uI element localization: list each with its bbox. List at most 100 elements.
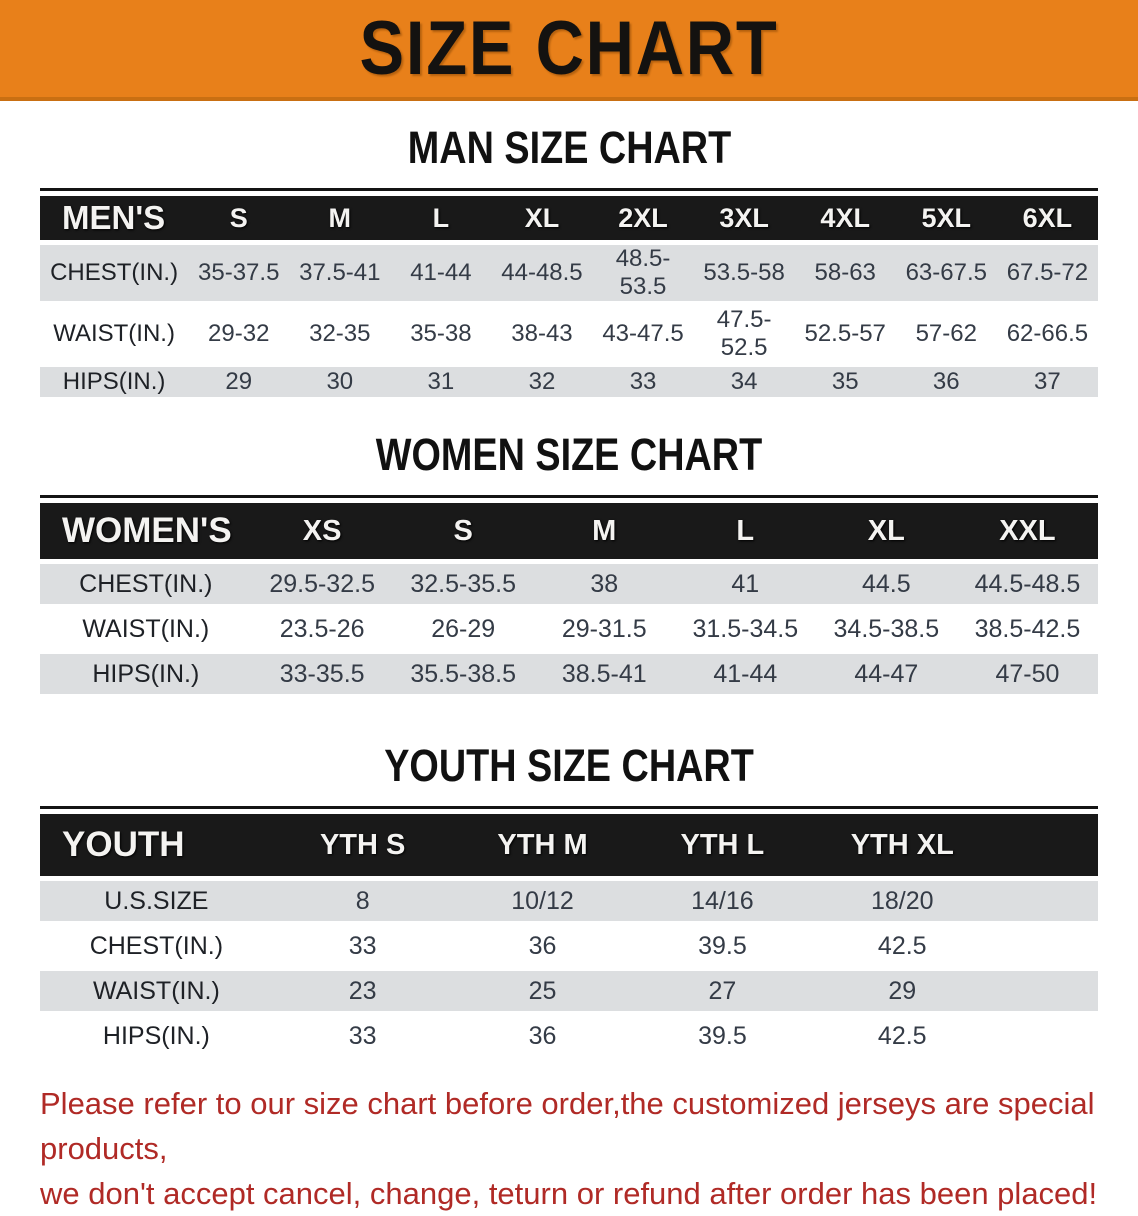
- size-value-cell: 10/12: [452, 881, 633, 921]
- size-value-cell: 41: [674, 564, 816, 604]
- row-label-cell: WAIST(IN.): [40, 609, 252, 649]
- size-column-header: 5XL: [895, 196, 997, 240]
- row-label-cell: U.S.SIZE: [40, 881, 273, 921]
- size-value-cell: 41-44: [674, 654, 816, 694]
- women-size-chart-heading: WOMEN SIZE CHART: [375, 429, 763, 480]
- disclaimer-line-1: Please refer to our size chart before or…: [40, 1086, 1095, 1166]
- size-value-cell: 23.5-26: [251, 609, 393, 649]
- man-size-chart-heading: MAN SIZE CHART: [407, 122, 731, 173]
- row-label-cell: CHEST(IN.): [40, 564, 252, 604]
- size-value-cell: 23: [272, 971, 453, 1011]
- size-column-header: 2XL: [592, 196, 694, 240]
- size-column-header: S: [392, 503, 534, 559]
- size-column-header: XS: [251, 503, 393, 559]
- size-value-cell: 32.5-35.5: [392, 564, 534, 604]
- size-value-cell: 43-47.5: [592, 306, 694, 362]
- size-value-cell: 58-63: [794, 245, 896, 301]
- women-size-table: WOMEN'S XS S M L XL XXL CHEST(IN.) 29.5-32.5 32.5…: [40, 495, 1098, 699]
- table-header-row: YOUTH YTH S YTH M YTH L YTH XL: [40, 814, 1098, 876]
- size-value-cell: 35-38: [390, 306, 492, 362]
- size-chart-banner: SIZE CHART: [0, 0, 1138, 101]
- size-value-cell: 8: [272, 881, 453, 921]
- measurement-row: HIPS(IN.) 29 30 31 32 33 34 35 36 37: [40, 367, 1098, 397]
- table-header-row: WOMEN'S XS S M L XL XXL: [40, 503, 1098, 559]
- size-value-cell: 57-62: [895, 306, 997, 362]
- size-value-cell: 39.5: [632, 926, 813, 966]
- size-value-cell: 36: [452, 926, 633, 966]
- size-value-cell: 38: [533, 564, 675, 604]
- row-spacer-cell: [992, 1016, 1098, 1056]
- size-column-header: L: [390, 196, 492, 240]
- size-column-header: XL: [491, 196, 593, 240]
- size-value-cell: 33: [272, 926, 453, 966]
- size-value-cell: 62-66.5: [996, 306, 1098, 362]
- size-value-cell: 35-37.5: [188, 245, 290, 301]
- table-title-cell: WOMEN'S: [40, 503, 252, 559]
- row-label-cell: CHEST(IN.): [40, 926, 273, 966]
- size-column-header: YTH M: [452, 814, 633, 876]
- size-value-cell: 67.5-72: [996, 245, 1098, 301]
- size-value-cell: 42.5: [812, 1016, 993, 1056]
- size-value-cell: 26-29: [392, 609, 534, 649]
- measurement-row: WAIST(IN.) 23.5-26 26-29 29-31.5 31.5-34.5 34…: [40, 609, 1098, 649]
- size-value-cell: 34: [693, 367, 795, 397]
- size-column-header: YTH L: [632, 814, 813, 876]
- size-column-header: S: [188, 196, 290, 240]
- size-value-cell: 27: [632, 971, 813, 1011]
- size-value-cell: 37.5-41: [289, 245, 391, 301]
- size-value-cell: 35: [794, 367, 896, 397]
- youth-size-table: YOUTH YTH S YTH M YTH L YTH XL U.S.SIZE 8 10/12…: [40, 806, 1098, 1061]
- size-value-cell: 33-35.5: [251, 654, 393, 694]
- measurement-row: U.S.SIZE 8 10/12 14/16 18/20: [40, 881, 1098, 921]
- size-value-cell: 36: [452, 1016, 633, 1056]
- size-value-cell: 47-50: [956, 654, 1098, 694]
- size-value-cell: 18/20: [812, 881, 993, 921]
- measurement-row: WAIST(IN.) 29-32 32-35 35-38 38-43 43-47.5 47.…: [40, 306, 1098, 362]
- row-label-cell: WAIST(IN.): [40, 306, 189, 362]
- header-spacer-cell: [992, 814, 1098, 876]
- size-column-header: M: [289, 196, 391, 240]
- size-column-header: 4XL: [794, 196, 896, 240]
- size-value-cell: 38.5-42.5: [956, 609, 1098, 649]
- size-value-cell: 34.5-38.5: [815, 609, 957, 649]
- size-value-cell: 37: [996, 367, 1098, 397]
- size-value-cell: 38.5-41: [533, 654, 675, 694]
- size-value-cell: 30: [289, 367, 391, 397]
- size-value-cell: 35.5-38.5: [392, 654, 534, 694]
- size-value-cell: 32-35: [289, 306, 391, 362]
- row-spacer-cell: [992, 881, 1098, 921]
- disclaimer-text: Please refer to our size chart before or…: [40, 1081, 1124, 1216]
- row-label-cell: HIPS(IN.): [40, 367, 189, 397]
- row-spacer-cell: [992, 971, 1098, 1011]
- table-header-row: MEN'S S M L XL 2XL 3XL 4XL 5XL 6XL: [40, 196, 1098, 240]
- size-column-header: 3XL: [693, 196, 795, 240]
- measurement-row: CHEST(IN.) 33 36 39.5 42.5: [40, 926, 1098, 966]
- size-value-cell: 44.5-48.5: [956, 564, 1098, 604]
- size-value-cell: 39.5: [632, 1016, 813, 1056]
- table-title-cell: MEN'S: [40, 196, 189, 240]
- size-value-cell: 44-47: [815, 654, 957, 694]
- size-value-cell: 48.5-53.5: [592, 245, 694, 301]
- size-column-header: 6XL: [996, 196, 1098, 240]
- men-size-table: MEN'S S M L XL 2XL 3XL 4XL 5XL 6XL CHEST(IN.) 35-37…: [40, 188, 1098, 402]
- size-value-cell: 42.5: [812, 926, 993, 966]
- youth-size-chart-heading: YOUTH SIZE CHART: [384, 740, 754, 791]
- size-value-cell: 32: [491, 367, 593, 397]
- size-value-cell: 33: [592, 367, 694, 397]
- banner-title: SIZE CHART: [359, 5, 779, 91]
- row-label-cell: HIPS(IN.): [40, 654, 252, 694]
- measurement-row: HIPS(IN.) 33 36 39.5 42.5: [40, 1016, 1098, 1056]
- measurement-row: CHEST(IN.) 35-37.5 37.5-41 41-44 44-48.5 48.5…: [40, 245, 1098, 301]
- size-column-header: L: [674, 503, 816, 559]
- size-value-cell: 29: [188, 367, 290, 397]
- size-value-cell: 25: [452, 971, 633, 1011]
- row-spacer-cell: [992, 926, 1098, 966]
- size-value-cell: 44-48.5: [491, 245, 593, 301]
- size-value-cell: 29-31.5: [533, 609, 675, 649]
- table-title-cell: YOUTH: [40, 814, 273, 876]
- measurement-row: HIPS(IN.) 33-35.5 35.5-38.5 38.5-41 41-44 44-…: [40, 654, 1098, 694]
- measurement-row: CHEST(IN.) 29.5-32.5 32.5-35.5 38 41 44.5 44.5…: [40, 564, 1098, 604]
- size-column-header: XXL: [956, 503, 1098, 559]
- row-label-cell: HIPS(IN.): [40, 1016, 273, 1056]
- size-value-cell: 29-32: [188, 306, 290, 362]
